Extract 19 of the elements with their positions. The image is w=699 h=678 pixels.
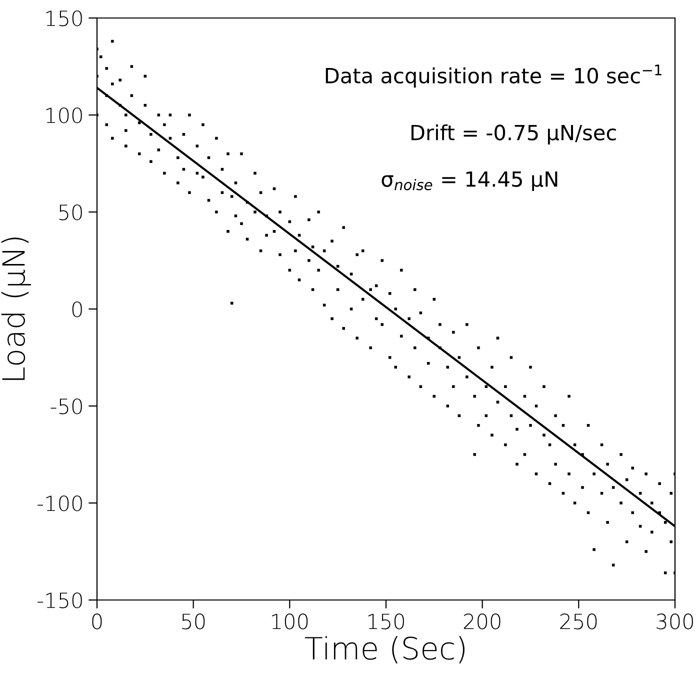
y-tick-label: -100 [38, 495, 82, 512]
y-tick-label: 150 [46, 10, 82, 26]
x-tick-label: 0 [92, 614, 102, 630]
x-tick-label: 150 [368, 614, 404, 630]
x-tick-label: 200 [464, 614, 500, 630]
y-tick-label: -150 [38, 592, 82, 608]
y-tick-label: -50 [50, 398, 82, 414]
y-tick-label: 50 [59, 204, 82, 220]
annotation: Drift = -0.75 μN/sec [412, 124, 616, 144]
annotation: σ$_{noise}$ = 14.45 μN [382, 171, 558, 191]
x-tick-label: 300 [656, 614, 693, 630]
x-tick-label: 50 [182, 614, 205, 630]
annotation: Data acquisition rate = 10 sec$^{−1}$ [326, 64, 662, 88]
y-tick-label: 100 [46, 107, 82, 124]
x-axis-title: Time (Sec) [305, 636, 465, 664]
y-tick-label: 0 [72, 301, 82, 318]
x-tick-label: 100 [272, 614, 308, 630]
x-tick-label: 250 [560, 614, 597, 630]
y-axis-title: Load (μN) [1, 238, 31, 380]
